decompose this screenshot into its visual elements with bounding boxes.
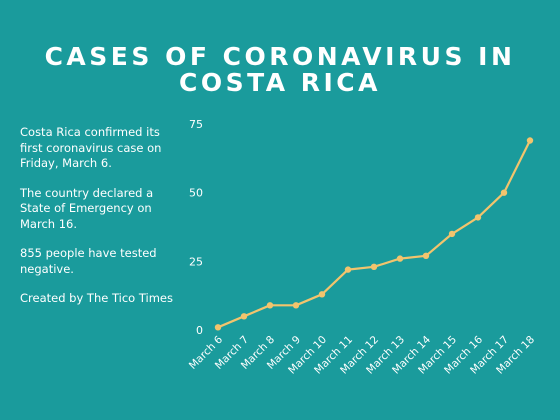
data-point-8 xyxy=(396,255,404,262)
y-tick-label-25: 25 xyxy=(189,255,203,268)
note-state-of-emergency: The country declared a State of Emergenc… xyxy=(20,185,154,231)
chart-title-line-2: COSTA RICA xyxy=(178,68,382,97)
data-point-4 xyxy=(292,302,300,309)
data-point-3 xyxy=(266,302,274,309)
data-point-13 xyxy=(526,137,534,144)
data-point-9 xyxy=(422,252,430,259)
data-point-1 xyxy=(214,324,222,331)
y-tick-label-0: 0 xyxy=(196,324,203,337)
data-point-6 xyxy=(344,266,352,273)
note-tested-negative: 855 people have tested negative. xyxy=(20,246,157,276)
note-first-case: Costa Rica confirmed its first coronavir… xyxy=(20,125,162,170)
chart-title: CASES OF CORONAVIRUS IN COSTA RICA xyxy=(10,44,550,96)
data-point-2 xyxy=(240,313,248,320)
chart-title-line-1: CASES OF CORONAVIRUS IN xyxy=(44,42,516,71)
y-tick-label-75: 75 xyxy=(189,118,203,131)
side-notes: Costa Rica confirmed its first coronavir… xyxy=(20,125,180,321)
data-point-5 xyxy=(318,291,326,298)
data-point-10 xyxy=(448,230,456,238)
series-line xyxy=(217,140,531,329)
note-credit: Created by The Tico Times xyxy=(20,291,173,305)
y-tick-label-50: 50 xyxy=(189,187,203,200)
data-point-12 xyxy=(500,189,508,196)
data-point-7 xyxy=(370,263,378,270)
data-point-11 xyxy=(474,214,482,221)
